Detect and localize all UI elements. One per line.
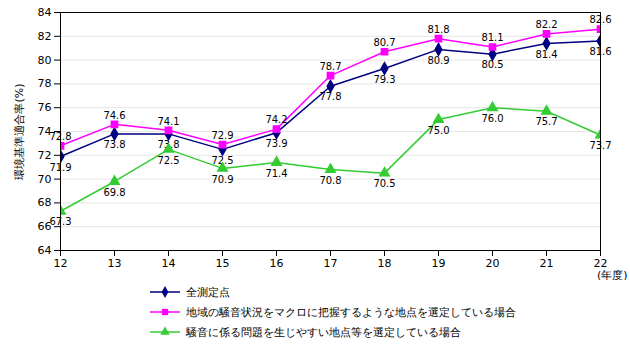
svg-text:77.8: 77.8 xyxy=(319,91,341,102)
svg-text:73.8: 73.8 xyxy=(103,139,125,150)
svg-text:73.8: 73.8 xyxy=(157,139,180,151)
svg-text:82.2: 82.2 xyxy=(535,19,557,30)
svg-text:70.8: 70.8 xyxy=(319,175,341,186)
svg-text:69.8: 69.8 xyxy=(103,187,125,198)
svg-text:16: 16 xyxy=(270,257,284,270)
svg-text:82: 82 xyxy=(38,30,52,43)
svg-text:20: 20 xyxy=(486,257,500,270)
svg-text:81.6: 81.6 xyxy=(589,46,612,58)
svg-text:66: 66 xyxy=(37,220,52,234)
svg-text:81.8: 81.8 xyxy=(427,24,449,35)
svg-text:(年度): (年度) xyxy=(597,269,628,281)
svg-text:環境基準適合率(%): 環境基準適合率(%) xyxy=(13,83,26,179)
svg-text:22: 22 xyxy=(593,257,608,271)
svg-text:80.7: 80.7 xyxy=(373,37,395,48)
svg-text:76.0: 76.0 xyxy=(481,113,503,124)
svg-text:80.5: 80.5 xyxy=(481,59,503,70)
svg-text:19: 19 xyxy=(432,257,446,270)
html-text:全測定点: 全測定点 xyxy=(186,285,230,299)
svg-text:17: 17 xyxy=(324,257,338,270)
svg-text:74.1: 74.1 xyxy=(157,116,179,127)
svg-text:75.7: 75.7 xyxy=(535,116,557,127)
svg-text:68: 68 xyxy=(38,196,52,209)
svg-text:74: 74 xyxy=(37,125,52,138)
svg-text:74.2: 74.2 xyxy=(265,114,287,125)
svg-text:21: 21 xyxy=(540,257,554,270)
svg-text:64: 64 xyxy=(38,244,52,257)
svg-text:73.9: 73.9 xyxy=(265,138,287,149)
svg-text:78: 78 xyxy=(38,77,52,90)
svg-text:78.7: 78.7 xyxy=(319,61,341,72)
svg-text:14: 14 xyxy=(162,257,176,270)
svg-text:71.9: 71.9 xyxy=(49,161,72,173)
svg-text:79.3: 79.3 xyxy=(373,74,395,85)
svg-text:72: 72 xyxy=(38,149,52,162)
svg-text:80: 80 xyxy=(38,54,52,67)
svg-text:70.9: 70.9 xyxy=(211,174,233,185)
svg-text:72.5: 72.5 xyxy=(211,154,234,166)
svg-text:18: 18 xyxy=(378,257,392,270)
svg-text:72.8: 72.8 xyxy=(49,131,72,142)
svg-text:15: 15 xyxy=(216,257,230,270)
html-text:地域の騒音状況をマクロに把握するような地点を選定している場合: 地域の騒音状況をマクロに把握するような地点を選定している場合 xyxy=(186,305,516,319)
svg-text:82.6: 82.6 xyxy=(589,14,612,26)
html-text:騒音に係る問題を生じやすい地点等を選定している場合: 騒音に係る問題を生じやすい地点等を選定している場合 xyxy=(186,325,461,339)
svg-text:81.1: 81.1 xyxy=(481,32,503,43)
svg-text:72.5: 72.5 xyxy=(157,155,179,166)
svg-text:81.4: 81.4 xyxy=(535,49,557,60)
svg-text:71.4: 71.4 xyxy=(265,168,287,179)
svg-text:74.6: 74.6 xyxy=(103,110,125,121)
svg-text:12: 12 xyxy=(54,257,68,270)
svg-text:13: 13 xyxy=(108,257,122,270)
svg-text:84: 84 xyxy=(38,6,52,19)
svg-text:67.3: 67.3 xyxy=(49,216,72,228)
svg-text:75.0: 75.0 xyxy=(427,125,449,136)
svg-text:72.9: 72.9 xyxy=(211,130,233,141)
svg-text:70: 70 xyxy=(38,173,52,186)
svg-text:73.7: 73.7 xyxy=(589,140,612,152)
svg-text:76: 76 xyxy=(38,101,52,114)
svg-text:70.5: 70.5 xyxy=(373,178,395,189)
svg-text:80.9: 80.9 xyxy=(427,55,449,66)
